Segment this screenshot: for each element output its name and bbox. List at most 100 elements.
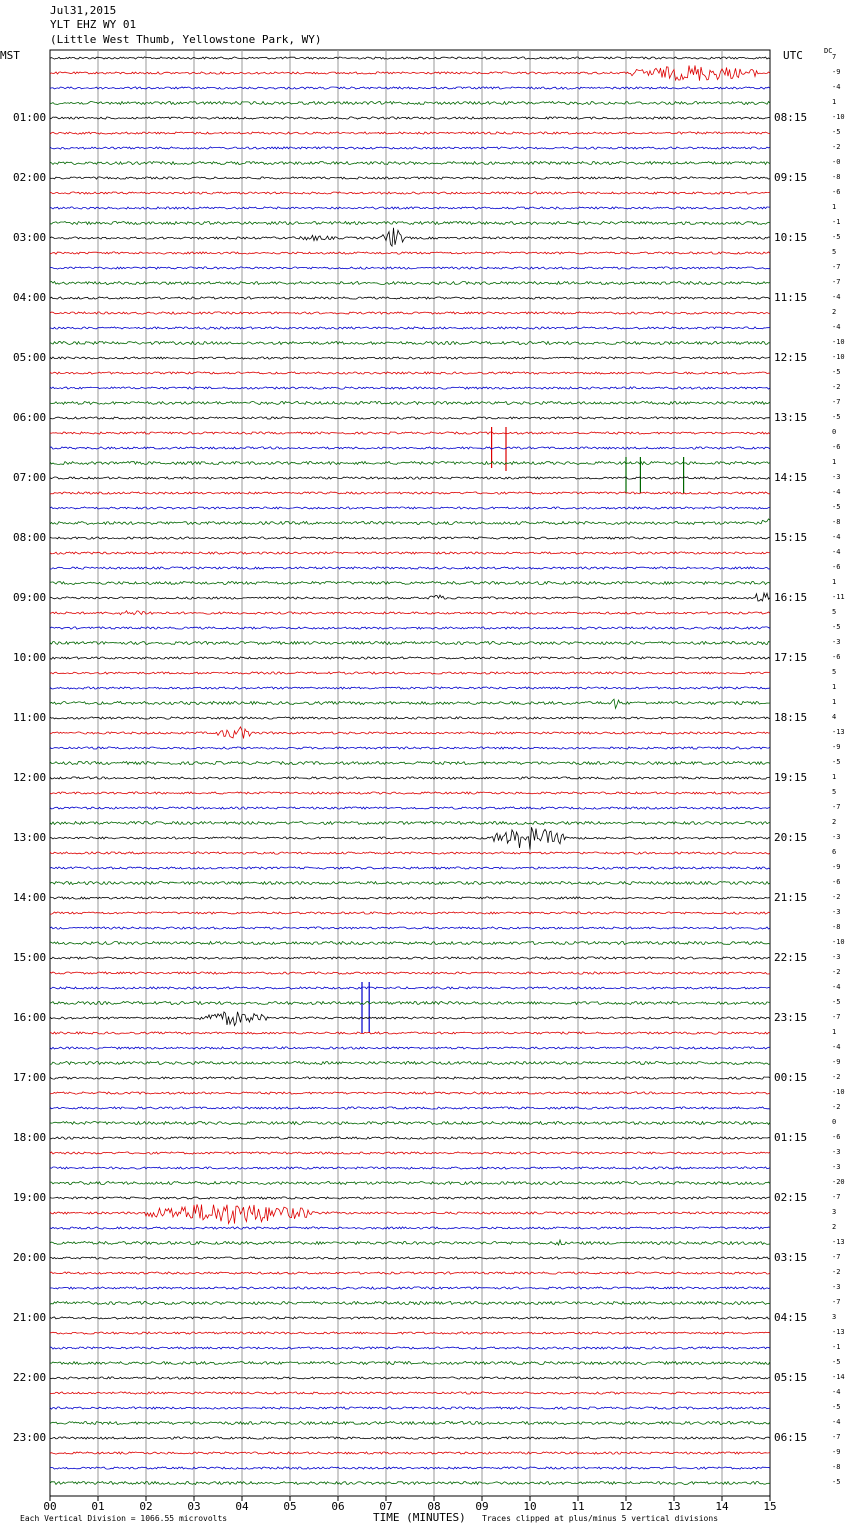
mst-hour-label: 10:00	[13, 651, 47, 664]
utc-hour-label: 12:15	[774, 351, 808, 364]
dc-offset-label: 0	[832, 428, 837, 436]
x-axis-title: TIME (MINUTES)	[373, 1511, 466, 1524]
dc-offset-label: -4	[832, 488, 841, 496]
trace-line	[49, 716, 771, 720]
trace-line	[49, 1226, 771, 1230]
trace-line	[49, 1000, 771, 1006]
mst-hour-label: 11:00	[13, 711, 47, 724]
trace-line	[49, 866, 771, 870]
right-timezone-label: UTC	[783, 49, 803, 62]
clip-note: Traces clipped at plus/minus 5 vertical …	[482, 1514, 719, 1523]
trace-line	[49, 191, 771, 195]
record-date: Jul31,2015	[50, 4, 117, 17]
mst-hour-label: 17:00	[13, 1071, 47, 1084]
trace-line	[49, 146, 771, 150]
trace-line	[49, 609, 771, 616]
dc-offset-label: -4	[832, 548, 841, 556]
trace-line	[49, 65, 771, 82]
dc-offset-label: -6	[832, 188, 841, 196]
mst-hour-label: 15:00	[13, 951, 47, 964]
trace-line	[49, 1136, 770, 1140]
trace-line	[49, 340, 771, 346]
dc-offset-label: -11	[832, 593, 845, 601]
dc-offset-label: -10	[832, 338, 845, 346]
trace-line	[49, 160, 771, 166]
trace-line	[49, 776, 771, 780]
dc-offset-label: -13	[832, 728, 845, 736]
dc-offset-label: -3	[832, 1148, 841, 1156]
dc-offset-label: 1	[832, 98, 837, 106]
x-axis-ticks: 00 01 02 03 04 05 06 07 08 09 10 11 12 13 14 15	[43, 1496, 777, 1513]
utc-hour-label: 05:15	[774, 1371, 808, 1384]
trace-line	[49, 100, 771, 106]
dc-offset-label: 2	[832, 1223, 837, 1231]
dc-offset-label: -4	[832, 323, 841, 331]
dc-offset-label: -5	[832, 758, 841, 766]
x-tick-label: 11	[571, 1500, 584, 1513]
trace-line	[49, 1060, 771, 1066]
dc-offset-label: -4	[832, 983, 841, 991]
x-tick-label: 04	[235, 1500, 249, 1513]
trace-line	[49, 131, 771, 135]
plot-grid	[49, 49, 771, 1497]
dc-offset-label: -5	[832, 1478, 841, 1486]
dc-offset-label: -5	[832, 128, 841, 136]
x-tick-label: 09	[475, 1500, 488, 1513]
dc-offset-label: -8	[832, 173, 841, 181]
utc-hour-label: 23:15	[774, 1011, 808, 1024]
utc-hour-label: 08:15	[774, 111, 808, 124]
trace-line	[49, 460, 771, 466]
dc-offset-label: 4	[832, 713, 837, 721]
dc-offset-label: -2	[832, 383, 841, 391]
station-code: YLT EHZ WY 01	[50, 18, 137, 31]
trace-line	[50, 1180, 771, 1186]
trace-line	[49, 266, 771, 270]
dc-offset-label: -2	[832, 143, 841, 151]
utc-hour-label: 15:15	[774, 531, 808, 544]
dc-offset-label: -13	[832, 1328, 845, 1336]
x-tick-label: 08	[427, 1500, 440, 1513]
trace-line	[49, 671, 771, 675]
dc-offset-label: -5	[832, 1403, 841, 1411]
dc-offset-label: -4	[832, 1043, 841, 1051]
trace-line	[49, 1106, 771, 1110]
trace-line	[49, 431, 771, 435]
trace-line	[49, 1196, 771, 1200]
dc-offset-label: -2	[832, 1073, 841, 1081]
utc-hour-label: 22:15	[774, 951, 808, 964]
x-tick-label: 01	[91, 1500, 104, 1513]
x-tick-label: 07	[379, 1500, 392, 1513]
dc-offset-label: -9	[832, 1058, 841, 1066]
trace-line	[49, 371, 771, 375]
trace-line	[49, 56, 771, 60]
trace-line	[49, 311, 771, 315]
dc-offset-label: 7	[832, 53, 837, 61]
trace-line	[49, 1406, 771, 1410]
trace-line	[49, 1391, 771, 1395]
dc-offset-label: -6	[832, 653, 841, 661]
trace-line	[49, 176, 771, 180]
dc-offset-label: -20	[832, 1178, 845, 1186]
trace-line	[49, 656, 771, 660]
mst-hour-label: 23:00	[13, 1431, 47, 1444]
utc-hour-label: 11:15	[774, 291, 808, 304]
dc-offset-label: 5	[832, 668, 837, 676]
trace-line	[49, 820, 771, 826]
dc-offset-label: -10	[832, 113, 845, 121]
plot-border	[49, 49, 771, 1497]
x-tick-label: 12	[619, 1500, 632, 1513]
dc-offset-label: -4	[832, 83, 841, 91]
utc-hour-label: 16:15	[774, 591, 808, 604]
dc-offset-label: -7	[832, 263, 841, 271]
dc-offset-label: -13	[832, 1238, 845, 1246]
mst-hour-label: 06:00	[13, 411, 47, 424]
x-tick-label: 03	[187, 1500, 200, 1513]
trace-line	[49, 1256, 771, 1260]
trace-line	[49, 1420, 771, 1426]
trace-line	[49, 806, 771, 810]
dc-offset-label: -5	[832, 368, 841, 376]
mst-hour-label: 05:00	[13, 351, 47, 364]
dc-offset-label: -5	[832, 1358, 841, 1366]
mst-hour-label: 21:00	[13, 1311, 47, 1324]
dc-offset-label: -3	[832, 953, 841, 961]
